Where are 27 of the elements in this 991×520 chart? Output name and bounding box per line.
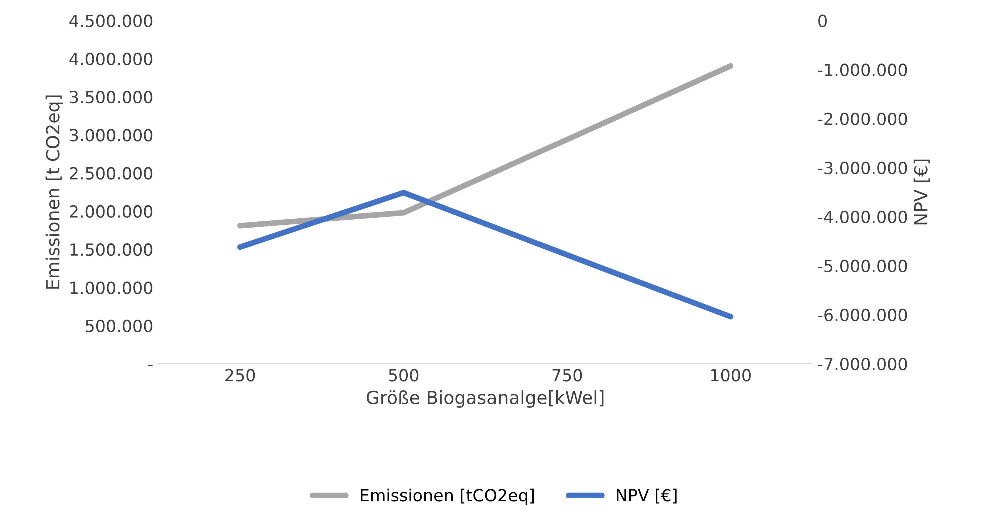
legend-label: Emissionen [tCO2eq] [361,488,534,505]
legend-label: NPV [€] [617,488,677,504]
y-tick-label: 4.000.000 [70,52,153,66]
y2-tick-label: -3.000.000 [818,162,908,174]
y2-tick-label: -6.000.000 [818,308,908,322]
y-tick-label: 1.000.000 [70,282,153,294]
y2-tick-label: -7.000.000 [818,358,908,371]
y2-tick-label: -4.000.000 [818,210,908,224]
y2-tick-label: -2.000.000 [818,112,908,126]
y-tick-label: 2.500.000 [70,167,153,180]
x-tick-label: 250 [226,369,256,382]
y-tick-label: 3.500.000 [70,91,153,104]
y2-tick-label: 0 [818,14,827,28]
y-tick-label: 500.000 [86,320,153,332]
x-tick-label: 750 [552,369,582,382]
y-tick-label: 3.000.000 [70,129,153,142]
y2-axis-title: NPV [€] [914,160,930,225]
y-tick-label: - [148,365,153,366]
x-tick-label: 1000 [711,369,751,382]
y-axis-title: Emissionen [t CO2eq] [46,96,64,289]
y-tick-label: 1.500.000 [70,244,153,256]
x-axis-title: Größe Biogasanalge[kWel] [366,390,604,408]
y2-tick-label: -5.000.000 [818,260,908,273]
y2-tick-label: -1.000.000 [818,64,908,76]
x-tick-label: 500 [389,369,419,382]
y-tick-label: 4.500.000 [70,14,153,28]
y-tick-label: 2.000.000 [70,205,153,218]
